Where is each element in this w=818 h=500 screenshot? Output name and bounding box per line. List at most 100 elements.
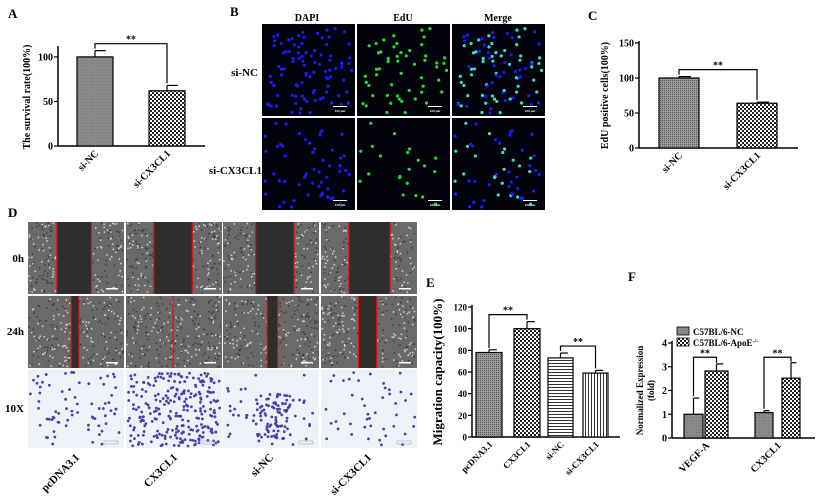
cell-speck [53,303,55,305]
cell-speck [285,333,287,335]
migrated-cell [276,404,280,408]
cell-speck [199,362,202,365]
migrated-cell [132,403,135,407]
cell-speck [414,348,417,350]
nucleus-dot [310,181,314,185]
cell-speck [339,287,342,289]
cell-speck [49,235,51,237]
cell-speck [65,324,67,326]
cell-speck [87,362,90,364]
cell-speck [412,265,414,268]
cell-speck [93,317,95,319]
nucleus-dot [306,193,310,197]
cell-speck [338,277,340,279]
x-tick-label: si-NC [543,439,566,462]
migrated-cell [175,424,179,428]
cell-speck [197,326,200,328]
cell-speck [298,352,300,355]
cell-speck [83,301,85,303]
nucleus-dot [300,94,305,98]
cell-speck [285,311,288,313]
merge-dot [532,30,537,34]
merge-dot [507,184,511,188]
cell-speck [312,223,315,225]
y-axis-label: Normalized Expression [635,346,645,436]
cell-speck [109,258,111,260]
cell-speck [239,348,242,350]
migrated-cell [90,402,94,406]
cell-speck [41,289,43,292]
migrated-cell [265,403,268,407]
migrated-cell [66,418,70,422]
cell-speck [82,356,85,359]
migrated-cell [159,444,163,448]
cell-speck [161,326,164,328]
cell-speck [331,334,334,336]
cell-speck [32,332,35,335]
cell-speck [393,333,395,335]
cell-speck [342,312,344,314]
migrated-cell [206,372,210,376]
nucleus-dot [329,196,333,200]
migrated-cell [140,388,144,391]
cell-speck [279,342,282,344]
cell-speck [247,245,249,248]
panel-label-c: C [588,8,597,23]
cell-speck [78,297,81,300]
cell-speck [187,335,189,337]
merge-dot [530,132,534,136]
cell-speck [310,298,313,301]
cell-speck [229,342,231,345]
cell-speck [357,354,359,356]
nucleus-dot [325,90,329,94]
cell-speck [192,319,194,322]
cell-speck [192,265,195,268]
cell-speck [406,348,408,351]
cell-speck [306,304,309,306]
cell-speck [106,304,108,306]
cell-speck [282,298,285,300]
cell-speck [132,240,135,243]
cell-speck [195,353,197,356]
cell-speck [334,305,336,308]
cell-speck [206,225,208,227]
migrated-cell [174,431,178,434]
cell-speck [328,344,331,347]
cell-speck [232,343,234,345]
merge-dot [490,94,495,98]
cell-speck [260,312,262,315]
cell-speck [325,262,327,265]
y-tick-label: 40 [458,389,468,399]
migrated-cell [177,444,181,447]
cell-speck [135,267,138,270]
migrated-cell [182,405,186,408]
nucleus-dot [277,179,281,183]
migrated-cell [281,402,285,406]
cell-speck [330,308,333,311]
x-tick-label: si-CX3CL1 [721,150,763,192]
cell-speck [330,357,332,359]
migrated-cell [163,434,167,438]
edu-dot [377,67,382,71]
merge-dot [499,54,503,58]
nucleus-dot [263,179,267,183]
merge-dot [516,84,520,88]
cell-speck [310,333,313,336]
cell-speck [144,315,147,317]
cell-speck [121,290,124,293]
cell-speck [243,340,246,343]
nucleus-dot [343,168,348,173]
merge-dot [509,53,513,57]
merge-dot [477,49,482,54]
cell-speck [38,224,41,227]
nucleus-dot [312,70,316,74]
cell-speck [244,301,247,303]
nucleus-dot [338,164,342,168]
cell-speck [43,346,46,349]
migrated-cell [278,407,281,411]
cell-speck [385,297,387,300]
cell-speck [59,365,61,367]
migrated-cell [357,379,360,383]
edu-dot [399,71,403,75]
cell-speck [305,364,307,367]
